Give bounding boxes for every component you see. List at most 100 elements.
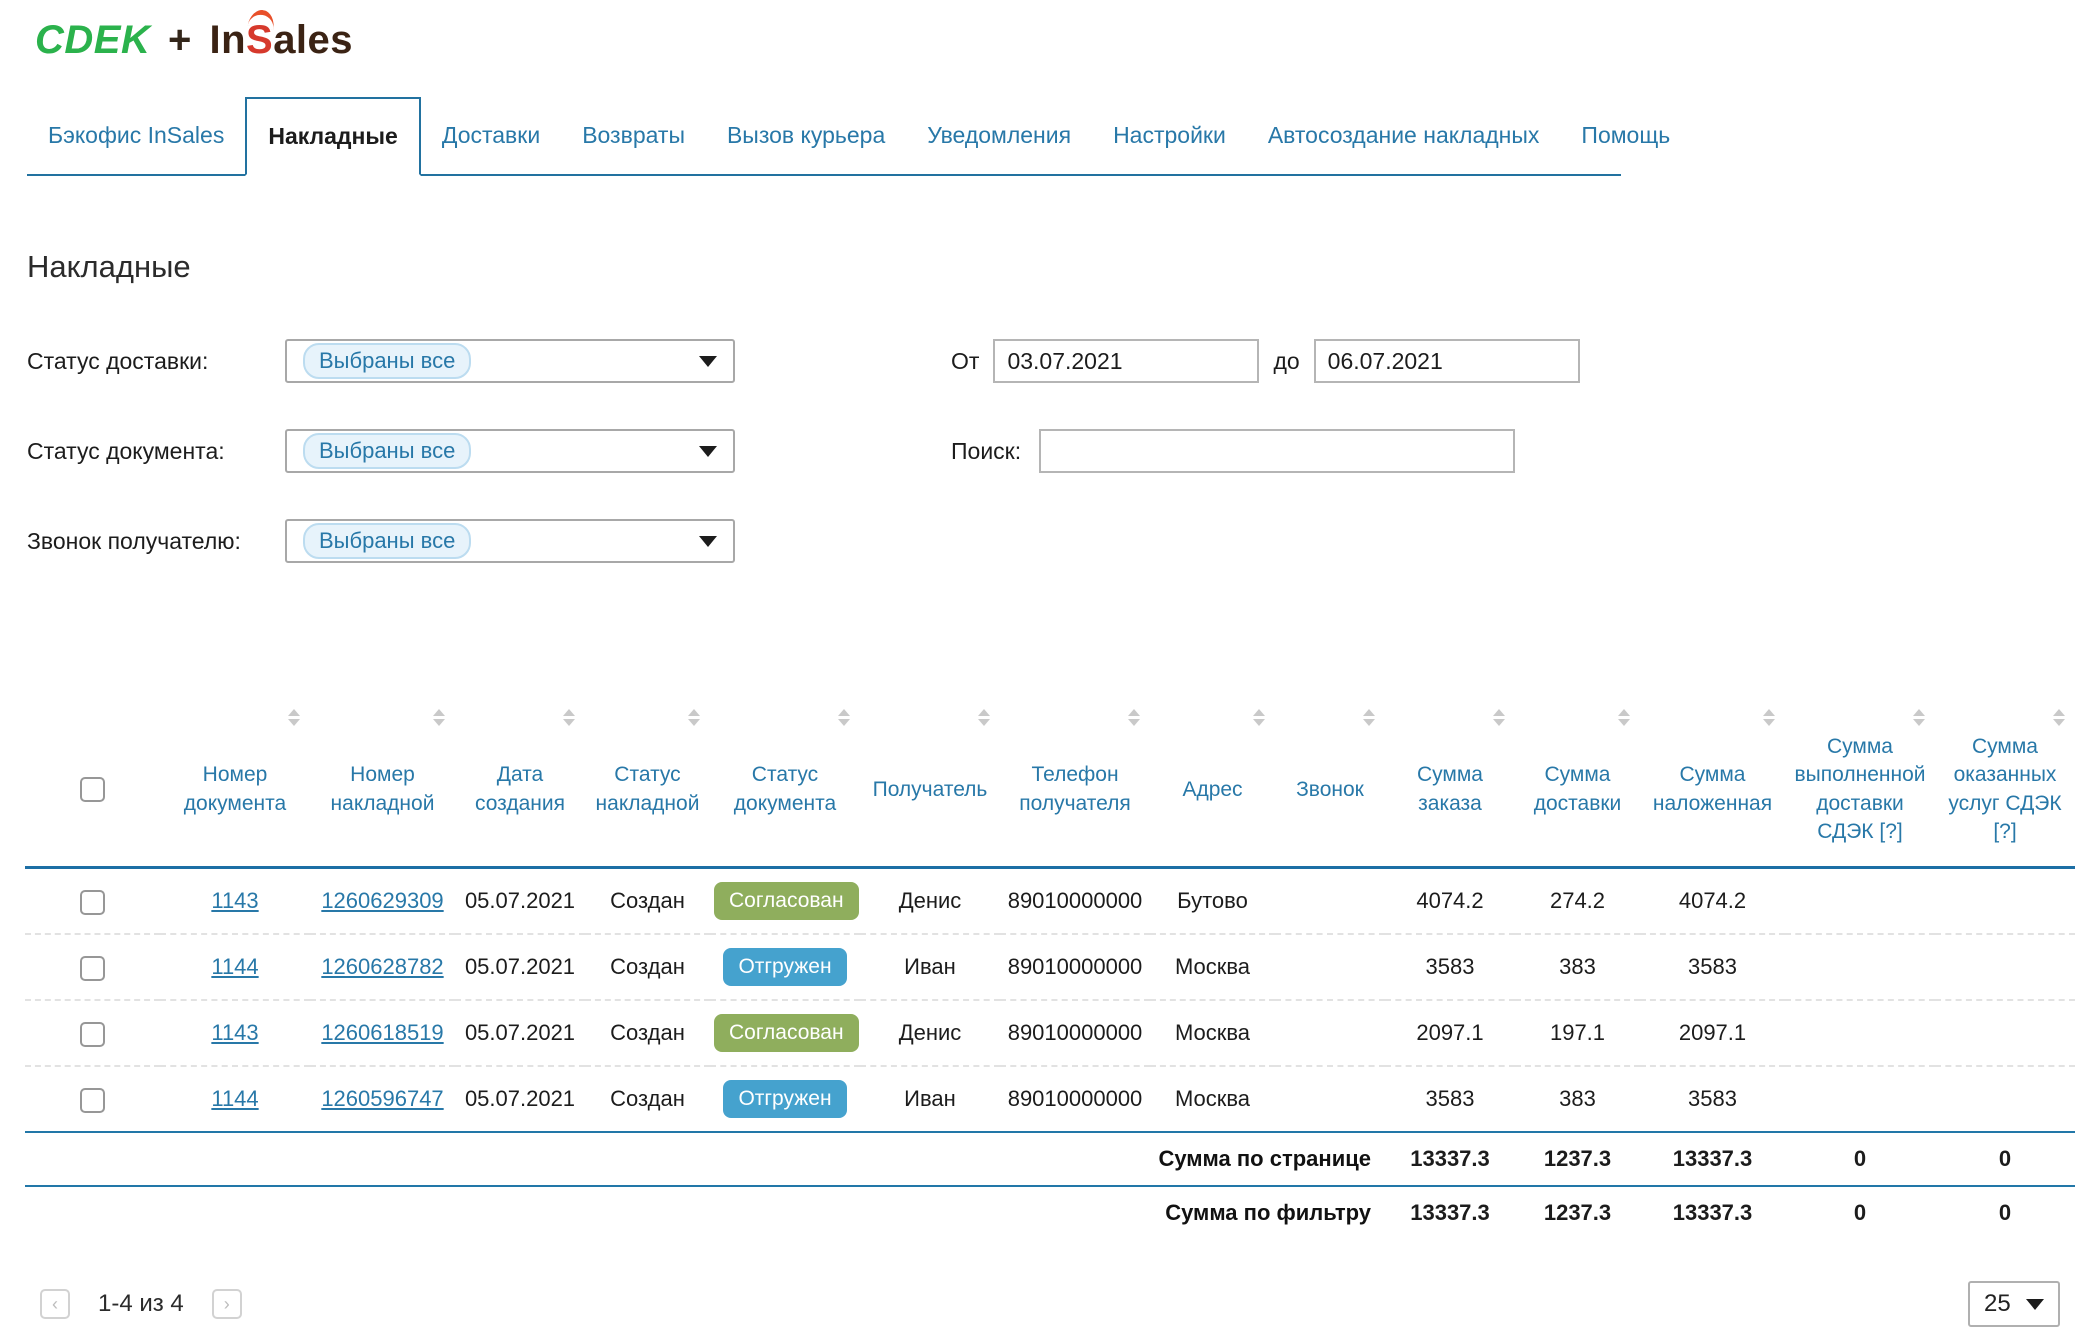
- doc-number-link[interactable]: 1143: [211, 1020, 259, 1046]
- order-sum-cell: 4074.2: [1416, 888, 1484, 914]
- filter-total-row: Сумма по фильтру 13337.3 1237.3 13337.3 …: [25, 1185, 2075, 1240]
- sort-icon: [1763, 709, 1775, 726]
- pagination-bar: ‹ 1-4 из 4 › 25: [40, 1281, 2060, 1328]
- invoice-number-link[interactable]: 1260618519: [321, 1020, 444, 1046]
- col-call[interactable]: Звонок: [1275, 703, 1385, 870]
- doc-number-link[interactable]: 1144: [211, 1086, 259, 1112]
- selected-all-chip: Выбраны все: [303, 343, 472, 379]
- row-checkbox[interactable]: [80, 1087, 105, 1113]
- tab-waybills[interactable]: Накладные: [245, 97, 421, 176]
- tab-help[interactable]: Помощь: [1581, 122, 1671, 148]
- page-size-value: 25: [1984, 1290, 2011, 1318]
- row-checkbox[interactable]: [80, 955, 105, 981]
- cdek-services-sum-cell: [1935, 1065, 2075, 1133]
- phone-cell: 89010000000: [1000, 933, 1150, 1001]
- invoice-number-link[interactable]: 1260628782: [321, 954, 444, 980]
- doc-status-badge: Согласован: [714, 1014, 859, 1053]
- doc-number-link[interactable]: 1143: [211, 888, 259, 914]
- tab-notifications[interactable]: Уведомления: [927, 122, 1072, 148]
- recipient-cell: Денис: [860, 999, 1000, 1067]
- invoice-number-link[interactable]: 1260596747: [321, 1086, 444, 1112]
- document-status-select[interactable]: Выбраны все: [285, 429, 735, 473]
- invoice-number-link[interactable]: 1260629309: [321, 888, 444, 914]
- delivery-status-select[interactable]: Выбраны все: [285, 339, 735, 383]
- col-order-sum[interactable]: Сумма заказа: [1385, 703, 1515, 870]
- sort-icon: [563, 709, 575, 726]
- insales-logo-in: In: [209, 18, 246, 62]
- col-invoice-status[interactable]: Статус накладной: [585, 703, 710, 870]
- cdek-services-sum-cell: [1935, 868, 2075, 935]
- sort-icon: [1363, 709, 1375, 726]
- page-title: Накладные: [27, 249, 191, 284]
- select-all-header: [25, 703, 160, 870]
- filter-total-label: Сумма по фильтру: [25, 1185, 1385, 1240]
- doc-number-link[interactable]: 1144: [211, 954, 259, 980]
- filter-total-cdek-delivery-sum: 0: [1785, 1185, 1935, 1240]
- chevron-down-icon: [2026, 1298, 2044, 1310]
- col-created-date[interactable]: Дата создания: [455, 703, 585, 870]
- col-recipient-phone[interactable]: Телефон получателя: [1000, 703, 1150, 870]
- col-delivery-sum[interactable]: Сумма доставки: [1515, 703, 1640, 870]
- page-total-cdek-services-sum: 0: [1935, 1131, 2075, 1187]
- recipient-cell: Денис: [898, 888, 962, 914]
- col-doc-number[interactable]: Номер документа: [160, 703, 310, 870]
- col-cdek-services-sum[interactable]: Сумма оказанных услуг СДЭК [?]: [1935, 703, 2075, 870]
- next-page-icon: ›: [223, 1294, 230, 1315]
- date-to-input[interactable]: [1313, 339, 1580, 383]
- insales-logo-s: S: [246, 18, 274, 62]
- page-size-select[interactable]: 25: [1968, 1281, 2060, 1328]
- col-invoice-number[interactable]: Номер накладной: [310, 703, 455, 870]
- sort-icon: [2053, 709, 2065, 726]
- delivery-sum-cell: 383: [1515, 933, 1640, 1001]
- tab-courier-call[interactable]: Вызов курьера: [726, 122, 886, 148]
- tab-auto-create-waybills[interactable]: Автосоздание накладных: [1267, 122, 1540, 148]
- next-page-button[interactable]: ›: [211, 1289, 242, 1320]
- address-cell: Бутово: [1177, 888, 1248, 914]
- cdek-logo-text: CDEK: [35, 18, 151, 62]
- waybills-table: Номер документа Номер накладной Дата соз…: [25, 703, 2075, 1240]
- col-recipient[interactable]: Получатель: [860, 703, 1000, 870]
- invoice-status-cell: Создан: [610, 888, 685, 914]
- cdek-services-sum-cell: [1935, 999, 2075, 1067]
- tab-settings[interactable]: Настройки: [1113, 122, 1226, 148]
- filter-total-cod-sum: 13337.3: [1640, 1185, 1785, 1240]
- cdek-delivery-sum-cell: [1785, 999, 1935, 1067]
- phone-cell: 89010000000: [1000, 1065, 1150, 1133]
- page-total-order-sum: 13337.3: [1385, 1131, 1515, 1187]
- recipient-call-select[interactable]: Выбраны все: [285, 519, 735, 563]
- address-cell: Москва: [1150, 1065, 1275, 1133]
- order-sum-cell: 3583: [1385, 1065, 1515, 1133]
- chevron-down-icon: [699, 535, 717, 547]
- prev-page-icon: ‹: [52, 1294, 58, 1315]
- tab-deliveries[interactable]: Доставки: [441, 122, 541, 148]
- date-from-label: От: [951, 347, 980, 374]
- col-address[interactable]: Адрес: [1150, 703, 1275, 870]
- invoice-status-cell: Создан: [585, 933, 710, 1001]
- search-input[interactable]: [1039, 429, 1516, 473]
- page-total-row: Сумма по странице 13337.3 1237.3 13337.3…: [25, 1131, 2075, 1187]
- call-cell: [1275, 868, 1385, 935]
- tab-backoffice-insales[interactable]: Бэкофис InSales: [48, 122, 225, 148]
- page-total-delivery-sum: 1237.3: [1515, 1131, 1640, 1187]
- col-cdek-delivery-sum[interactable]: Сумма выполненной доставки СДЭК [?]: [1785, 703, 1935, 870]
- created-date-cell: 05.07.2021: [455, 933, 585, 1001]
- col-cod-sum[interactable]: Сумма наложенная: [1640, 703, 1785, 870]
- invoice-status-cell: Создан: [585, 999, 710, 1067]
- cdek-delivery-sum-cell: [1785, 1065, 1935, 1133]
- cod-sum-cell: 4074.2: [1678, 888, 1747, 914]
- created-date-cell: 05.07.2021: [455, 999, 585, 1067]
- app-logo: CDEK + InSales: [35, 18, 2100, 63]
- insales-logo-ales: ales: [273, 18, 354, 62]
- filter-total-order-sum: 13337.3: [1385, 1185, 1515, 1240]
- row-checkbox[interactable]: [80, 1021, 105, 1047]
- selected-all-chip: Выбраны все: [303, 433, 472, 469]
- tab-returns[interactable]: Возвраты: [582, 122, 685, 148]
- prev-page-button[interactable]: ‹: [40, 1289, 70, 1320]
- sort-icon: [978, 709, 990, 726]
- date-from-input[interactable]: [993, 339, 1260, 383]
- select-all-checkbox[interactable]: [80, 777, 105, 803]
- filter-total-delivery-sum: 1237.3: [1515, 1185, 1640, 1240]
- doc-status-badge: Отгружен: [723, 948, 847, 987]
- col-doc-status[interactable]: Статус документа: [710, 703, 860, 870]
- row-checkbox[interactable]: [80, 889, 105, 915]
